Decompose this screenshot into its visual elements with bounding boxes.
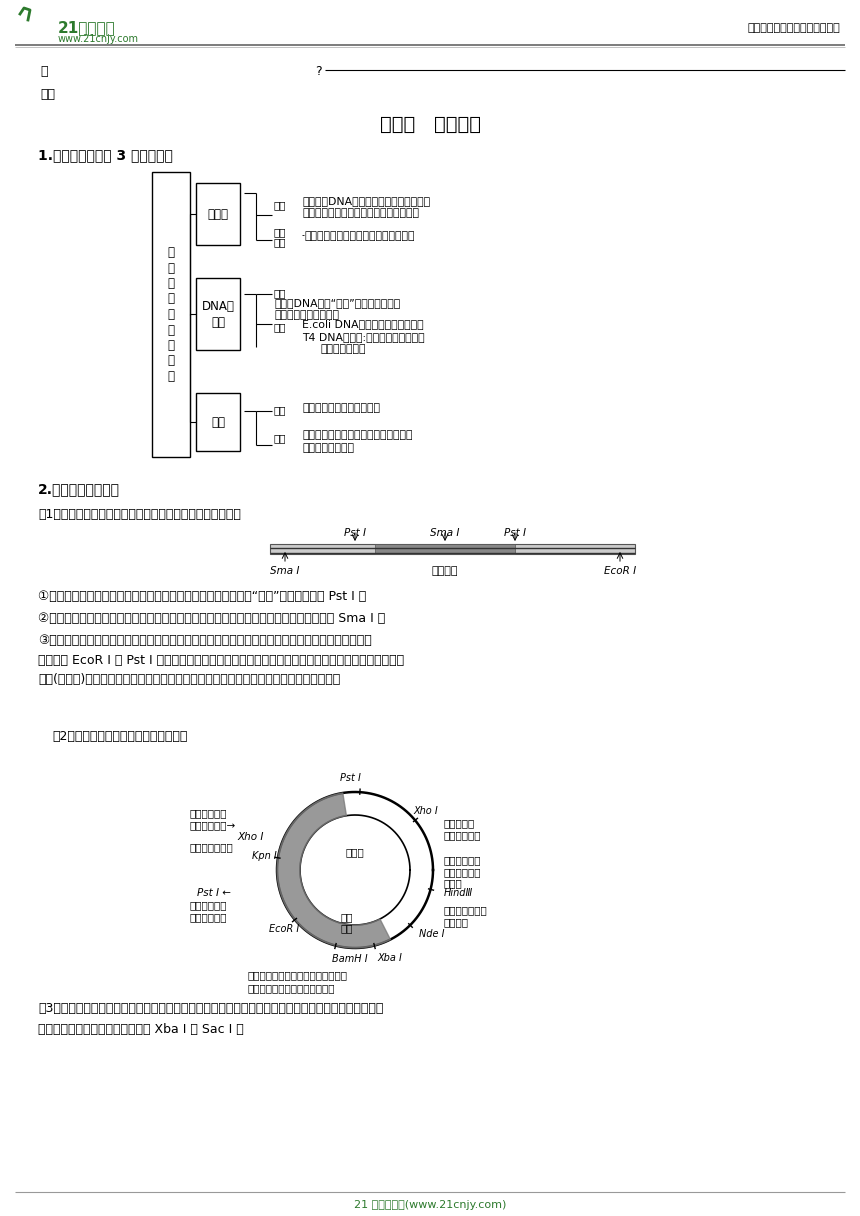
Text: 2.限制酶的选择原则: 2.限制酶的选择原则 [38, 482, 120, 496]
Bar [196, 182, 240, 244]
Text: （1）根据目的基因两端的限制酶切割位点确定限制酶的种类: （1）根据目的基因两端的限制酶切割位点确定限制酶的种类 [38, 508, 241, 520]
Text: 不宜选择: 不宜选择 [443, 917, 468, 927]
Text: 会破坏启动: 会破坏启动 [443, 818, 474, 828]
Text: 基
因
工
程
的
基
本
工
具: 基 因 工 程 的 基 本 工 具 [168, 246, 175, 383]
Text: 中小学教育资源及组卷应用平台: 中小学教育资源及组卷应用平台 [747, 23, 840, 33]
Text: 21世纪教育: 21世纪教育 [58, 19, 116, 35]
Text: ③为避免目的基因和质粒的自身环化和随意连接，也可使用不同的限制酶切割目的基因和质粒，即可
选择图中 EcoR I 和 Pst I 两种限制酶，但要确保质粒上也有: ③为避免目的基因和质粒的自身环化和随意连接，也可使用不同的限制酶切割目的基因和质… [38, 634, 404, 686]
Bar [196, 278, 240, 350]
Text: 制酶切开的磷酸二酯键: 制酶切开的磷酸二酯键 [274, 310, 339, 320]
Text: 么: 么 [40, 64, 47, 78]
Text: 能在受体细胞中复制，不宜选择: 能在受体细胞中复制，不宜选择 [247, 983, 335, 993]
Bar [152, 171, 190, 457]
Text: Pst I: Pst I [344, 528, 366, 537]
Text: 原点: 原点 [341, 923, 353, 933]
Text: 能自我复制、有一个至多个限制酶切割: 能自我复制、有一个至多个限制酶切割 [302, 430, 413, 440]
Text: 考点一   基因工程: 考点一 基因工程 [379, 116, 481, 134]
Text: E.coli DNA连接酶：连接黏性末端: E.coli DNA连接酶：连接黏性末端 [302, 319, 424, 330]
Text: 使每一条链中特定部位的磷酸二酯键断开: 使每一条链中特定部位的磷酸二酯键断开 [302, 208, 419, 218]
Text: 启动子: 启动子 [346, 848, 365, 857]
Text: 抗性基因: 抗性基因 [337, 878, 363, 888]
Text: 之间，不宜选择: 之间，不宜选择 [189, 841, 233, 852]
Polygon shape [277, 793, 390, 948]
Text: ?: ? [315, 64, 322, 78]
Text: 种类: 种类 [274, 322, 286, 332]
Text: T4 DNA连接酶:既能连接黏性末端，: T4 DNA连接酶:既能连接黏性末端， [302, 332, 425, 342]
Text: 其切点不在启: 其切点不在启 [189, 807, 226, 818]
Text: Sma I: Sma I [430, 528, 460, 537]
Bar [375, 544, 515, 554]
Text: 终止子: 终止子 [353, 893, 372, 903]
Text: （2）根据质粒的特点确定限制酶的种类: （2）根据质粒的特点确定限制酶的种类 [52, 730, 187, 743]
Text: Pst I: Pst I [340, 773, 361, 783]
Text: 位于标记基因: 位于标记基因 [189, 900, 226, 910]
Text: 会破坏复制原点，破坏后目的基因不: 会破坏复制原点，破坏后目的基因不 [247, 970, 347, 980]
Text: EcoR I: EcoR I [269, 924, 299, 934]
Text: 使用: 使用 [274, 227, 286, 237]
Text: Sma I: Sma I [270, 565, 299, 576]
Text: Kpn I: Kpn I [252, 851, 277, 861]
Text: www.21cnjy.com: www.21cnjy.com [58, 34, 139, 44]
Text: 一般用同种限制酶切割载体和目的基因: 一般用同种限制酶切割载体和目的基因 [304, 231, 415, 241]
Text: Xho I: Xho I [237, 832, 263, 841]
Text: Xho I: Xho I [414, 806, 439, 816]
Text: 宜选择: 宜选择 [443, 878, 462, 888]
Text: 载体: 载体 [211, 416, 225, 428]
Text: 位点、有标记基因: 位点、有标记基因 [302, 443, 354, 454]
Text: ①应选择切割位点位于目的基因两端的限制酶，以便将目的基因“切出”，可选择图中 Pst I 。: ①应选择切割位点位于目的基因两端的限制酶，以便将目的基因“切出”，可选择图中 P… [38, 590, 366, 603]
Text: HindⅢ: HindⅢ [444, 888, 473, 897]
Text: 限制酶: 限制酶 [207, 208, 229, 220]
Text: 位于启动子、: 位于启动子、 [443, 855, 481, 865]
Text: DNA连
接酶: DNA连 接酶 [201, 299, 235, 328]
Text: 动子与终止子→: 动子与终止子→ [189, 820, 236, 831]
Text: 种类: 种类 [274, 405, 286, 415]
Text: EcoR I: EcoR I [604, 565, 636, 576]
Text: 复制: 复制 [341, 912, 353, 922]
Text: （3）根据限制酶的种类和切割位点选择质粒，如下图中甲、乙、丁质粒均不宜被选取，而丙质粒宜被选
取。（设切割目的基因的限制酶为 Xba I 和 Sac I ）: （3）根据限制酶的种类和切割位点选择质粒，如下图中甲、乙、丁质粒均不宜被选取，而… [38, 1002, 384, 1036]
Text: 条件: 条件 [274, 433, 286, 443]
Text: Xba I: Xba I [378, 953, 402, 963]
Text: Pst I ←: Pst I ← [197, 888, 231, 897]
Text: 抗病基因: 抗病基因 [432, 565, 458, 576]
Text: ＿。: ＿。 [40, 88, 55, 101]
Text: 又能连接平末端: 又能连接平末端 [320, 344, 366, 354]
Text: 作用: 作用 [274, 288, 286, 298]
Text: 方法: 方法 [274, 237, 286, 247]
Text: 抗生素: 抗生素 [341, 867, 359, 877]
Text: Nde I: Nde I [420, 929, 445, 939]
Text: 会破坏终止子，: 会破坏终止子， [443, 905, 487, 914]
Text: 识别双链DNA分子的特定核苷酸序列，并: 识别双链DNA分子的特定核苷酸序列，并 [302, 196, 430, 206]
Text: BamH I: BamH I [332, 955, 368, 964]
Text: 1.基因工程常考的 3 种基本工具: 1.基因工程常考的 3 种基本工具 [38, 148, 173, 162]
Text: ②不能选择切割位点位于目的基因内部的限制酶，以防止破坏目的基因，即不能选择图中 Sma I 。: ②不能选择切割位点位于目的基因内部的限制酶，以防止破坏目的基因，即不能选择图中 … [38, 612, 385, 625]
Text: 子，不宜选择: 子，不宜选择 [443, 831, 481, 840]
Bar [196, 393, 240, 451]
Text: 将双链DNA片段“缝合”起来，恢复被限: 将双链DNA片段“缝合”起来，恢复被限 [274, 298, 400, 308]
Text: Pst I: Pst I [504, 528, 526, 537]
Text: 中，不宜选择: 中，不宜选择 [189, 912, 226, 922]
Bar [270, 544, 635, 554]
Text: 21 世纪教育网(www.21cnjy.com): 21 世纪教育网(www.21cnjy.com) [353, 1200, 507, 1210]
Text: 终止子之间，: 终止子之间， [443, 867, 481, 877]
Text: 作用: 作用 [274, 199, 286, 210]
Text: 质粒、动植物病毒、噬菌体: 质粒、动植物病毒、噬菌体 [302, 402, 380, 413]
